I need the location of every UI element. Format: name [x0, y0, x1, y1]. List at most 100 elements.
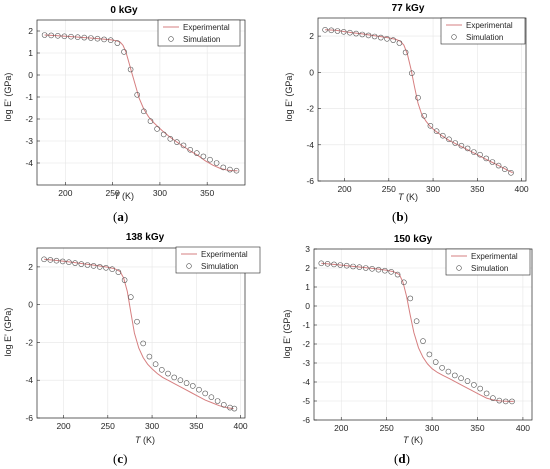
panel-a-simulation-point-4	[68, 33, 74, 40]
panel-c-simulation-point-21	[171, 374, 177, 381]
panel-b-xtick-label-4: 400	[514, 184, 528, 194]
panel-b-xtick-label-0: 200	[337, 184, 351, 194]
panel-a-series-simulation-markers	[41, 32, 240, 174]
panel-a-ticks: 200 250 300 350 -4 -3 -2 -1 0 1 2	[25, 26, 214, 198]
panel-a-ytick-label-0: -4	[25, 158, 33, 168]
panel-b-plot: 200 250 300 350 400 -6 -4 -2 0 2	[306, 17, 529, 194]
panel-a-simulation-point-27	[220, 164, 227, 171]
panel-d-ytick-label-1: -5	[302, 396, 310, 406]
panel-c-legend-experimental: Experimental	[201, 250, 248, 259]
panel-a-simulation-point-28	[227, 166, 233, 173]
panel-b-simulation-point-18	[433, 128, 440, 134]
panel-c-series-simulation-markers	[41, 256, 238, 412]
panel-a-xtick-label-2: 300	[153, 188, 167, 198]
panel-c-plot: 200 250 300 350 400 -6 -4 -2 0 2	[25, 247, 248, 431]
panel-c-legend-simulation: Simulation	[201, 262, 238, 271]
panel-d-legend-box	[445, 248, 531, 276]
panel-d-ytick-label-0: -6	[302, 415, 310, 425]
panel-c-simulation-point-10	[103, 264, 109, 271]
panel-d-simulation-point-1	[324, 260, 331, 267]
panel-d-legend-marker-swatch	[456, 265, 462, 271]
panel-b-legend-marker-swatch	[451, 34, 457, 40]
panel-b-ticks: 200 250 300 350 400 -6 -4 -2 0 2	[306, 31, 528, 194]
panel-a-legend-box	[157, 19, 241, 47]
panel-d-title: 150 kGy	[394, 234, 433, 245]
panel-b-simulation-point-7	[365, 32, 372, 39]
panel-c-simulation-point-1	[47, 257, 54, 263]
panel-c-simulation-point-4	[66, 259, 72, 266]
panel-d-simulation-point-4	[343, 262, 350, 269]
panel-a-simulation-point-17	[154, 126, 160, 132]
panel-d-ytick-label-7: 1	[305, 282, 310, 292]
panel-b-simulation-point-16	[421, 113, 428, 119]
panel-a-xtick-label-3: 350	[200, 188, 214, 198]
panel-138-kgy: 138 kGy 200 250 300 350 400 -6 -4 -2 0 2 T (K) lo…	[3, 232, 261, 466]
panel-c-ticks: 200 250 300 350 400 -6 -4 -2 0 2	[25, 262, 247, 431]
panel-d-simulation-point-15	[413, 318, 420, 325]
panel-d-simulation-point-25	[477, 385, 484, 392]
panel-c-simulation-point-15	[134, 318, 140, 325]
panel-d-simulation-point-11	[388, 268, 395, 275]
panel-c-legend-marker-swatch	[186, 263, 192, 269]
panel-c-simulation-point-24	[190, 383, 196, 389]
panel-d-simulation-point-18	[432, 359, 439, 365]
panel-b-simulation-point-29	[501, 166, 508, 172]
panel-b-simulation-point-10	[384, 35, 390, 42]
panel-b-simulation-point-13	[402, 49, 409, 56]
panel-d-simulation-point-23	[464, 378, 471, 384]
panel-150-kgy: 150 kGy 200 250 300 350 400-6-5-4-3-2-10123 …	[282, 234, 533, 466]
panel-b-simulation-point-0	[322, 26, 328, 33]
panel-d-simulation-point-21	[451, 372, 458, 379]
panel-d-simulation-point-2	[331, 261, 337, 268]
panel-d-series-experimental-line	[321, 262, 514, 402]
panel-d-simulation-point-29	[502, 398, 509, 405]
panel-a-title: 0 kGy	[110, 5, 138, 16]
panel-a-ytick-label-2: -2	[25, 114, 33, 124]
panel-a-simulation-point-26	[213, 160, 220, 166]
panel-a-simulation-point-22	[187, 147, 193, 153]
panel-d-xlabel-var: T	[403, 435, 410, 445]
panel-d-caption-letter: d	[398, 451, 406, 466]
panel-a-legend-marker-swatch	[168, 36, 174, 42]
panel-c-ytick-label-4: 2	[28, 262, 33, 272]
panel-d-ylabel: log E' (GPa)	[282, 310, 292, 359]
panel-d-simulation-point-28	[496, 397, 503, 404]
panel-a-ytick-label-1: -3	[25, 136, 33, 146]
panel-a-caption-letter: a	[117, 209, 124, 224]
panel-c-simulation-point-27	[208, 394, 215, 401]
panel-b-ytick-label-2: -2	[306, 104, 314, 114]
panel-c-plot-area	[37, 248, 245, 418]
panel-d-simulation-point-20	[445, 368, 452, 375]
panel-a-legend-experimental: Experimental	[183, 23, 230, 32]
panel-d-legend-simulation: Simulation	[471, 264, 508, 273]
panel-c-ytick-label-3: 0	[28, 300, 33, 310]
panel-a-ytick-label-5: 1	[28, 48, 33, 58]
panel-b-xtick-label-3: 350	[470, 184, 484, 194]
panel-d-simulation-point-3	[337, 262, 344, 268]
panel-c-simulation-point-16	[140, 340, 146, 347]
panel-c-simulation-point-30	[227, 404, 233, 411]
panel-a-simulation-point-3	[61, 33, 68, 40]
panel-c-simulation-point-14	[128, 294, 134, 300]
panel-d-simulation-point-17	[426, 351, 433, 358]
panel-b-title: 77 kGy	[392, 3, 425, 14]
panel-d-ytick-label-5: -1	[302, 320, 310, 330]
panel-a-simulation-point-13	[127, 66, 134, 73]
panel-c-caption: (c)	[113, 451, 127, 466]
panel-b-caption-letter: b	[396, 209, 403, 224]
panel-d-simulation-point-8	[369, 265, 375, 272]
panel-a-simulation-point-23	[194, 150, 200, 156]
panel-d-xlabel: T (K)	[403, 435, 423, 445]
panel-a-simulation-point-29	[233, 167, 240, 174]
panel-c-simulation-point-12	[115, 269, 122, 276]
panel-a-simulation-point-8	[94, 35, 101, 42]
panel-b-plot-area	[318, 18, 526, 181]
panel-c-axes-box	[36, 247, 246, 419]
panel-b-xlabel: T (K)	[398, 192, 418, 202]
panel-c-simulation-point-26	[202, 390, 208, 397]
panel-c-simulation-point-18	[152, 361, 159, 368]
panel-d-simulation-point-22	[458, 375, 464, 382]
panel-c-xlabel-var: T	[135, 435, 142, 445]
panel-a-xlabel-unit: (K)	[120, 191, 135, 201]
panel-d-simulation-point-6	[356, 264, 363, 271]
